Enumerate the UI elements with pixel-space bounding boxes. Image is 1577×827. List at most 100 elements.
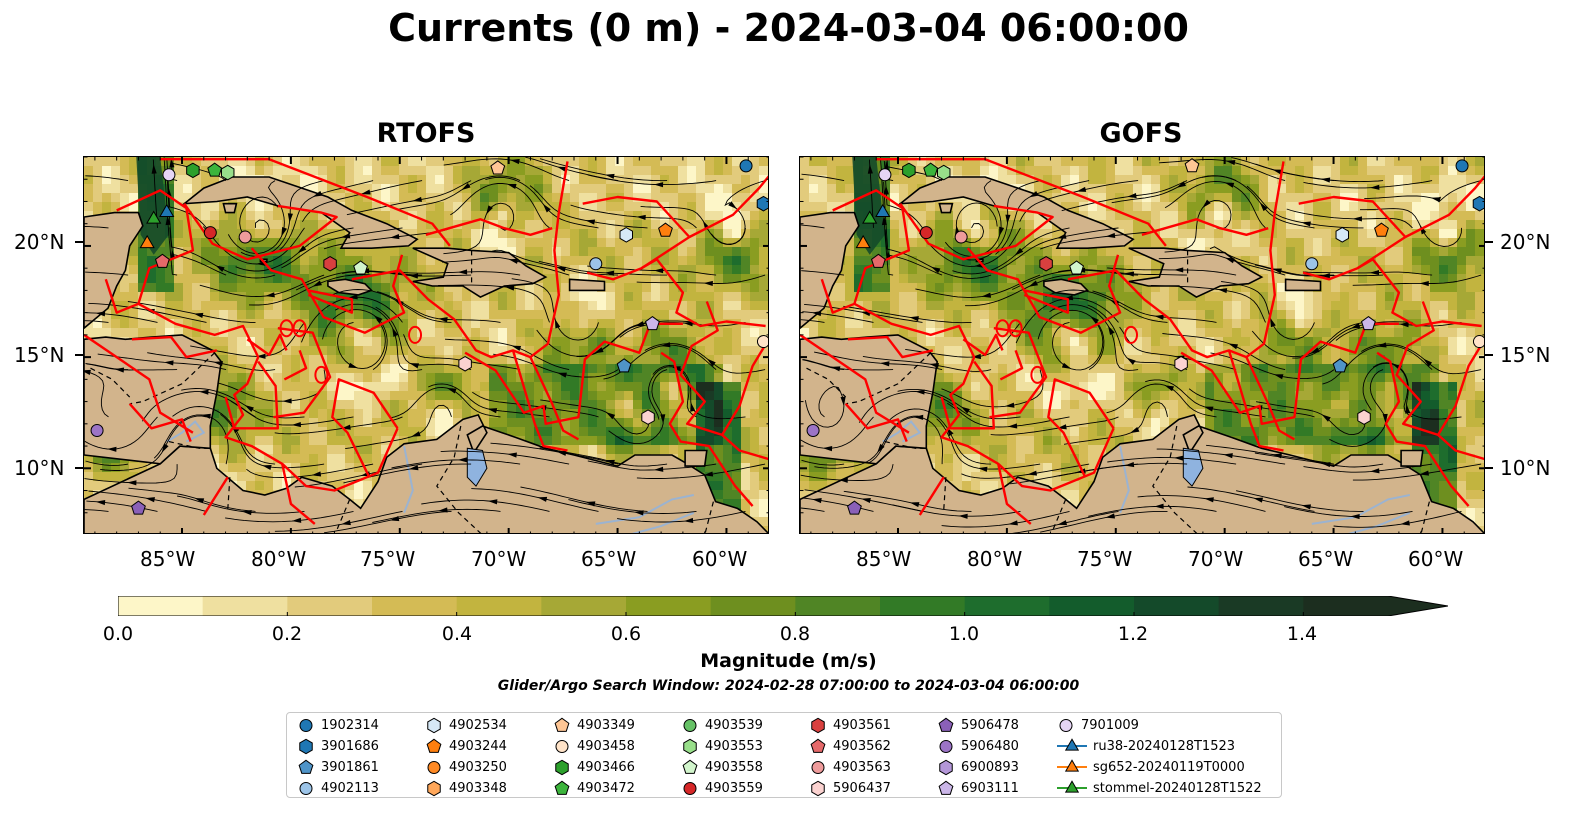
float-marker-4903458[interactable] <box>1472 335 1485 349</box>
streamline-arrow <box>161 443 169 453</box>
float-marker-4903562[interactable] <box>870 253 886 268</box>
float-marker-4903466[interactable] <box>902 162 916 179</box>
glider-marker-sg652-20240119T0000[interactable] <box>139 234 155 249</box>
float-marker-4902113[interactable] <box>589 257 603 271</box>
gofs-map-svg[interactable] <box>800 157 1485 534</box>
eez-boundary <box>137 302 399 492</box>
legend-marker[interactable] <box>1059 719 1073 732</box>
map-panel-gofs[interactable] <box>799 156 1485 534</box>
legend-marker[interactable] <box>683 719 697 732</box>
float-marker-4902534[interactable] <box>619 227 634 243</box>
streamline-arrow <box>340 233 351 239</box>
streamline-arrow <box>883 185 889 195</box>
float-marker-4902113[interactable] <box>1305 257 1319 271</box>
legend-marker[interactable] <box>939 740 953 753</box>
float-marker-4903563[interactable] <box>954 230 968 244</box>
legend-marker[interactable] <box>811 761 825 774</box>
legend-marker[interactable] <box>427 761 441 774</box>
float-marker-4903458[interactable] <box>756 335 769 349</box>
legend-marker[interactable] <box>1064 780 1080 793</box>
float-marker-4903561[interactable] <box>323 255 337 272</box>
float-marker-4903561[interactable] <box>1039 255 1053 272</box>
legend-marker[interactable] <box>299 738 313 755</box>
float-marker-3901686[interactable] <box>1472 195 1485 212</box>
glider-marker-sg652-20240119T0000[interactable] <box>855 234 871 249</box>
float-marker-5906480[interactable] <box>806 423 820 437</box>
colorbar-title: Magnitude (m/s) <box>700 650 877 672</box>
float-marker-7901009[interactable] <box>162 168 176 182</box>
streamline-arrow <box>486 205 493 215</box>
rtofs-map-svg[interactable] <box>84 157 769 534</box>
legend-marker[interactable] <box>299 719 313 732</box>
legend-marker[interactable] <box>427 780 441 797</box>
glider-marker-ru38-20240128T1523[interactable] <box>159 203 175 217</box>
float-marker-4903244[interactable] <box>658 222 673 237</box>
legend-marker[interactable] <box>1064 759 1080 772</box>
legend-marker[interactable] <box>811 717 825 734</box>
glider-marker-stommel-20240128T1522[interactable] <box>146 210 162 224</box>
float-marker-6903111[interactable] <box>1360 315 1376 331</box>
legend-marker[interactable] <box>426 738 442 753</box>
legend-marker-icon <box>1057 738 1087 751</box>
legend-marker[interactable] <box>811 780 825 797</box>
float-marker-5906478[interactable] <box>847 500 862 515</box>
streamline-arrow <box>557 372 567 378</box>
float-marker-4903244[interactable] <box>1374 222 1389 237</box>
legend-marker[interactable] <box>938 717 954 732</box>
legend-marker[interactable] <box>938 780 954 795</box>
streamline <box>428 383 550 418</box>
glider-marker-stommel-20240128T1522[interactable] <box>862 210 878 224</box>
float-marker-7901009[interactable] <box>878 168 892 182</box>
legend-marker[interactable] <box>555 759 569 776</box>
float-marker-3901861[interactable] <box>616 358 632 373</box>
float-marker-6903111[interactable] <box>644 315 660 331</box>
float-marker-4903349[interactable] <box>1184 158 1200 173</box>
eez-boundary <box>844 403 908 443</box>
float-marker-4903553[interactable] <box>220 164 235 181</box>
float-marker-4903558[interactable] <box>1069 260 1085 275</box>
float-marker-5906437[interactable] <box>1174 356 1188 372</box>
float-marker-4903466[interactable] <box>186 162 200 179</box>
float-marker-1902314[interactable] <box>739 159 753 173</box>
legend-marker[interactable] <box>555 740 569 753</box>
float-marker-4903559[interactable] <box>919 226 933 240</box>
float-marker-3901686[interactable] <box>756 195 769 212</box>
legend: 1902314 3901686 3901861 4902113 4902534 49032… <box>286 712 1282 798</box>
float-marker-4903563[interactable] <box>238 230 252 244</box>
legend-marker[interactable] <box>299 782 313 795</box>
legend-marker[interactable] <box>427 717 441 734</box>
float-marker-4903562[interactable] <box>154 253 170 268</box>
streamline-arrow <box>909 316 919 322</box>
float-marker-4902534[interactable] <box>1335 227 1350 243</box>
float-marker-5906437b[interactable] <box>641 409 655 425</box>
float-marker-1902314[interactable] <box>1455 159 1469 173</box>
float-marker-4903558[interactable] <box>353 260 369 275</box>
float-marker-5906478[interactable] <box>131 500 146 515</box>
float-marker-4903472[interactable] <box>207 162 223 177</box>
streamline <box>202 226 305 265</box>
float-marker-5906437b[interactable] <box>1357 409 1371 425</box>
legend-marker[interactable] <box>683 738 697 755</box>
legend-marker[interactable] <box>554 717 570 732</box>
streamline-arrow <box>999 226 1005 237</box>
streamline <box>1286 208 1413 229</box>
float-marker-3901861[interactable] <box>1332 358 1348 373</box>
legend-marker[interactable] <box>1064 738 1080 751</box>
float-marker-4903553[interactable] <box>936 164 951 181</box>
legend-marker[interactable] <box>810 738 826 753</box>
legend-marker[interactable] <box>298 759 314 774</box>
legend-marker-icon <box>555 740 569 753</box>
float-marker-4903472[interactable] <box>923 162 939 177</box>
legend-marker[interactable] <box>683 782 697 795</box>
country-border <box>704 501 714 533</box>
streamline-arrow <box>193 312 204 318</box>
glider-marker-ru38-20240128T1523[interactable] <box>875 203 891 217</box>
legend-marker[interactable] <box>554 780 570 795</box>
map-panel-rtofs[interactable] <box>83 156 769 534</box>
legend-marker[interactable] <box>682 759 698 774</box>
float-marker-5906437[interactable] <box>458 356 472 372</box>
float-marker-4903349[interactable] <box>490 160 506 175</box>
float-marker-5906480[interactable] <box>90 423 104 437</box>
legend-marker[interactable] <box>939 759 953 776</box>
float-marker-4903559[interactable] <box>203 226 217 240</box>
